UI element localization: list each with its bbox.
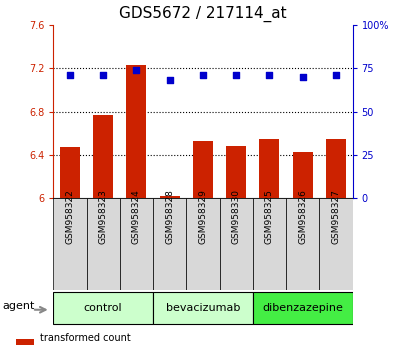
Bar xyxy=(153,292,252,324)
Bar xyxy=(319,198,352,290)
Text: agent: agent xyxy=(3,301,35,311)
Bar xyxy=(16,339,34,345)
Bar xyxy=(285,198,319,290)
Bar xyxy=(53,292,153,324)
Bar xyxy=(259,139,279,198)
Bar xyxy=(119,198,153,290)
Text: GSM958322: GSM958322 xyxy=(65,189,74,244)
Text: GSM958328: GSM958328 xyxy=(165,189,174,244)
Bar xyxy=(186,198,219,290)
Bar xyxy=(219,198,252,290)
Bar xyxy=(86,198,119,290)
Point xyxy=(332,72,338,78)
Text: GSM958327: GSM958327 xyxy=(330,189,339,244)
Bar xyxy=(153,198,186,290)
Point xyxy=(232,72,239,78)
Text: GSM958324: GSM958324 xyxy=(132,189,141,244)
Text: transformed count: transformed count xyxy=(40,332,130,343)
Bar xyxy=(193,141,212,198)
Bar xyxy=(160,196,179,198)
Text: GSM958325: GSM958325 xyxy=(264,189,273,244)
Bar xyxy=(325,139,345,198)
Bar xyxy=(93,115,113,198)
Point xyxy=(265,72,272,78)
Bar xyxy=(252,292,352,324)
Text: dibenzazepine: dibenzazepine xyxy=(262,303,342,313)
Point xyxy=(67,72,73,78)
Bar xyxy=(292,152,312,198)
Text: GSM958330: GSM958330 xyxy=(231,189,240,244)
Bar xyxy=(226,146,245,198)
Title: GDS5672 / 217114_at: GDS5672 / 217114_at xyxy=(119,6,286,22)
Text: GSM958326: GSM958326 xyxy=(297,189,306,244)
Text: GSM958323: GSM958323 xyxy=(99,189,108,244)
Point xyxy=(199,72,206,78)
Point xyxy=(166,78,173,83)
Bar xyxy=(60,147,80,198)
Text: GSM958329: GSM958329 xyxy=(198,189,207,244)
Text: control: control xyxy=(84,303,122,313)
Point xyxy=(299,74,305,80)
Bar xyxy=(252,198,285,290)
Point xyxy=(133,67,139,73)
Bar xyxy=(126,65,146,198)
Point xyxy=(100,72,106,78)
Text: bevacizumab: bevacizumab xyxy=(165,303,240,313)
Bar xyxy=(53,198,86,290)
